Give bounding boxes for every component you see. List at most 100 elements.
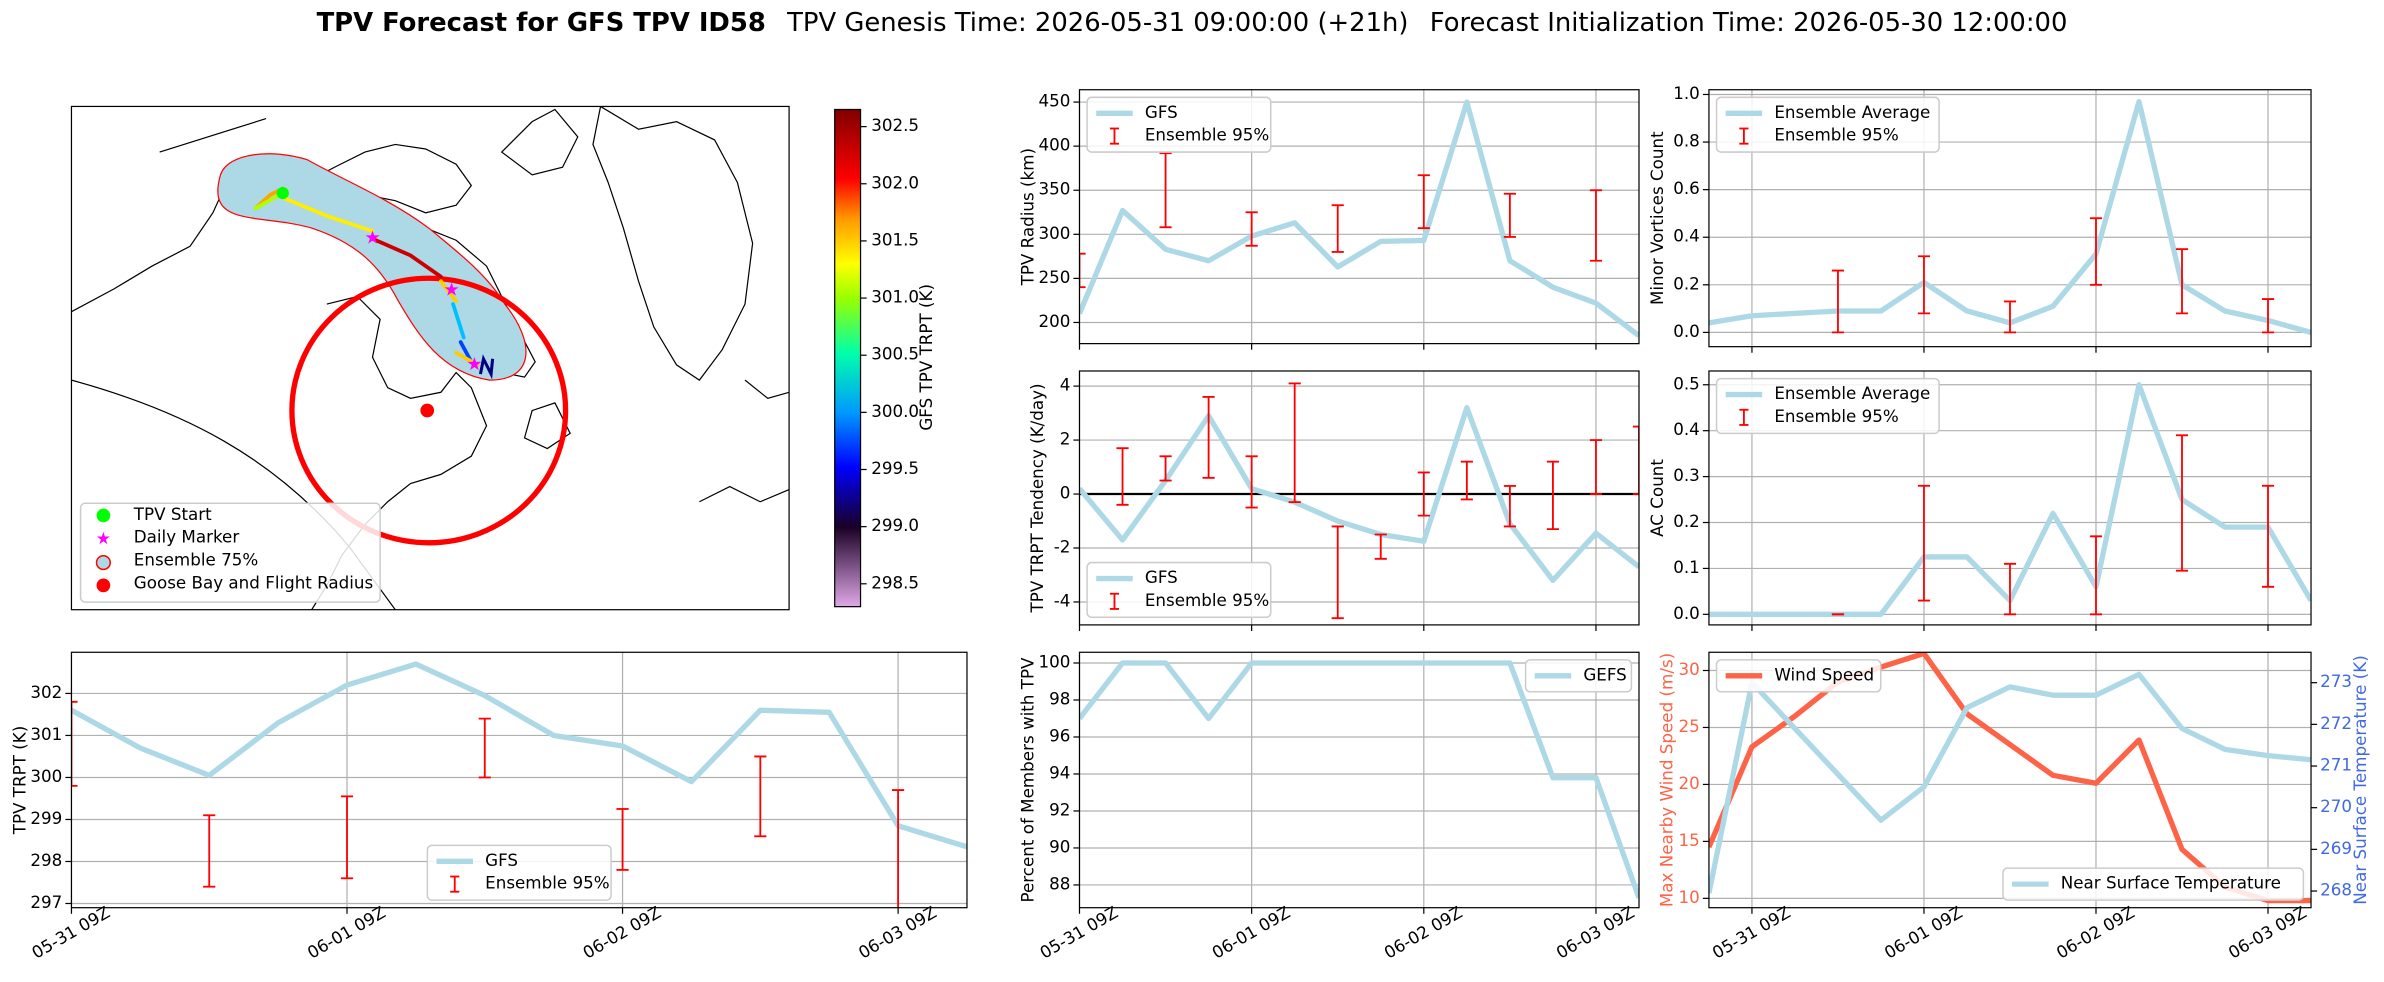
y2-tick-label: 273	[2320, 671, 2352, 691]
plot-area	[1708, 382, 2312, 618]
y-tick-label: 300	[1038, 223, 1070, 243]
axes-frame	[1078, 370, 1640, 626]
legend-label: GEFS	[1583, 664, 1626, 684]
daily-marker: ★	[364, 228, 380, 249]
plot-area	[1079, 382, 1639, 620]
y-tick-label: 1.0	[1673, 83, 1700, 103]
series-line	[1079, 99, 1639, 338]
legend-label: GFS	[1145, 567, 1178, 587]
series-line	[1079, 405, 1639, 584]
legend-label: Near Surface Temperature	[2061, 873, 2281, 893]
suptitle: TPV Forecast for GFS TPV ID58 TPV Genesis…	[317, 7, 2068, 37]
colorbar	[834, 108, 862, 608]
y-tick-label: 0.6	[1673, 178, 1700, 198]
y-tick-label: 0.0	[1673, 603, 1700, 623]
x-tick-label: 06-02 09Z	[2053, 902, 2138, 963]
y-tick-label: 301	[30, 724, 62, 744]
y-tick-label: 0	[1060, 483, 1071, 503]
y-axis-label: AC Count	[1647, 459, 1667, 537]
y-tick-label: 92	[1049, 799, 1070, 819]
x-tick-label: 05-31 09Z	[1036, 902, 1121, 963]
y-tick-label: 20	[1679, 773, 1700, 793]
legend	[2002, 867, 2305, 901]
coastlines	[71, 106, 790, 610]
y-tick-label: 0.1	[1673, 557, 1700, 577]
legend-label: Goose Bay and Flight Radius	[134, 572, 373, 592]
goose-bay	[420, 403, 435, 418]
y-tick-label: 0.2	[1673, 511, 1700, 531]
plot-area	[71, 661, 967, 908]
legend-marker	[96, 578, 111, 593]
y-tick-label: 30	[1679, 659, 1700, 679]
axes-frame	[1708, 89, 2312, 348]
series-line	[1708, 671, 2312, 894]
x-tick-label: 06-02 09Z	[579, 902, 664, 963]
y-tick-label: 400	[1038, 135, 1070, 155]
series-line	[71, 661, 967, 850]
ensemble-area	[217, 153, 527, 381]
map-frame	[70, 105, 790, 611]
y-tick-label: 0.4	[1673, 419, 1700, 439]
legend-label: Ensemble Average	[1774, 383, 1930, 403]
x-tick-label: 05-31 09Z	[1709, 902, 1794, 963]
legend	[1524, 659, 1633, 693]
series-line	[1079, 660, 1639, 899]
legend	[426, 844, 612, 901]
y2-tick-label: 272	[2320, 713, 2352, 733]
y-tick-label: -4	[1054, 590, 1071, 610]
y2-tick-label: 269	[2320, 838, 2352, 858]
title-main: TPV Forecast for GFS TPV ID58	[317, 7, 766, 37]
y-tick-label: 350	[1038, 179, 1070, 199]
y-tick-label: 299	[30, 808, 62, 828]
y-tick-label: 94	[1049, 762, 1070, 782]
legend-label: Daily Marker	[134, 527, 240, 547]
y-tick-label: 10	[1679, 887, 1700, 907]
y-tick-label: 0.3	[1673, 465, 1700, 485]
daily-marker: ★	[443, 279, 459, 300]
y-tick-label: 302	[30, 682, 62, 702]
y-tick-label: 15	[1679, 830, 1700, 850]
daily-marker: ★	[466, 354, 482, 375]
x-tick-label: 06-03 09Z	[2225, 902, 2310, 963]
colorbar-tick-label: 301.0	[871, 287, 919, 307]
legend-label: Ensemble 95%	[1774, 406, 1898, 426]
legend	[1086, 561, 1272, 619]
y-tick-label: -2	[1054, 537, 1071, 557]
legend	[1086, 96, 1272, 153]
legend	[1715, 377, 1940, 435]
legend-label: GFS	[485, 850, 518, 870]
y-axis-label: Percent of Members with TPV	[1018, 657, 1038, 903]
y-axis-label: TPV TRPT (K)	[9, 726, 29, 836]
x-tick-label: 06-03 09Z	[855, 902, 940, 963]
legend-marker	[96, 508, 111, 523]
colorbar-tick-label: 299.5	[871, 458, 919, 478]
track-end	[478, 354, 495, 380]
y2-tick-label: 270	[2320, 796, 2352, 816]
colorbar-label: GFS TPV TRPT (K)	[916, 284, 936, 431]
plot-area	[1079, 660, 1639, 899]
y2-tick-label: 268	[2320, 880, 2352, 900]
legend-marker	[95, 554, 111, 571]
y-tick-label: 98	[1049, 688, 1070, 708]
legend	[1715, 96, 1940, 153]
x-tick-label: 06-03 09Z	[1553, 902, 1638, 963]
legend-label: Ensemble Average	[1774, 102, 1930, 122]
plot-area	[1708, 98, 2312, 335]
axes-frame	[70, 651, 968, 909]
colorbar-tick-label: 302.5	[871, 115, 919, 135]
map-legend	[79, 502, 381, 603]
title-init: Forecast Initialization Time: 2026-05-30…	[1430, 7, 2068, 37]
flight-radius	[289, 275, 569, 546]
legend-label: TPV Start	[133, 504, 212, 524]
colorbar-tick-label: 300.5	[871, 344, 919, 364]
start-marker	[276, 187, 289, 200]
y-axis-label: TPV Radius (km)	[1018, 148, 1038, 286]
y-tick-label: 90	[1049, 836, 1070, 856]
y-axis-label: Minor Vortices Count	[1647, 131, 1667, 305]
y-tick-label: 297	[30, 892, 62, 912]
y-tick-label: 0.4	[1673, 226, 1700, 246]
y-tick-label: 0.0	[1673, 321, 1700, 341]
y-tick-label: 200	[1038, 311, 1070, 331]
